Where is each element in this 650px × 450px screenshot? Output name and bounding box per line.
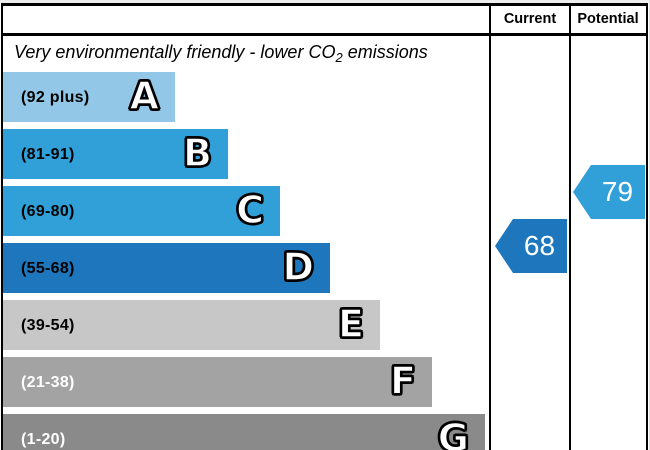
band-letter: B bbox=[182, 131, 212, 176]
chart-title-suffix: emissions bbox=[342, 42, 428, 62]
band-e: (39-54) E bbox=[3, 300, 380, 350]
band-d: (55-68) D bbox=[3, 243, 330, 293]
potential-value: 79 bbox=[601, 176, 634, 207]
potential-column-header: Potential bbox=[577, 11, 639, 27]
band-range-label: (21-38) bbox=[21, 374, 75, 391]
band-g: (1-20) G bbox=[3, 414, 485, 450]
band-range-label: (81-91) bbox=[21, 146, 75, 163]
band-b: (81-91) B bbox=[3, 129, 228, 179]
band-range-label: (55-68) bbox=[21, 260, 75, 277]
current-column-line bbox=[489, 3, 492, 450]
band-range-label: (69-80) bbox=[21, 203, 75, 220]
current-column-header: Current bbox=[503, 11, 557, 27]
potential-marker-arrow: 79 bbox=[573, 165, 645, 219]
current-marker-arrow: 68 bbox=[495, 219, 567, 273]
band-letter: A bbox=[129, 74, 160, 119]
chart-title: Very environmentally friendly - lower CO… bbox=[14, 42, 484, 65]
current-value: 68 bbox=[523, 230, 556, 261]
table-left-border bbox=[0, 3, 3, 450]
potential-column-line bbox=[569, 3, 572, 450]
band-letter: C bbox=[235, 188, 264, 233]
header-separator-line bbox=[1, 33, 648, 36]
chart-title-subscript: 2 bbox=[335, 50, 343, 65]
band-range-label: (92 plus) bbox=[21, 89, 90, 106]
band-a: (92 plus) A bbox=[3, 72, 175, 122]
band-f: (21-38) F bbox=[3, 357, 432, 407]
band-c: (69-80) C bbox=[3, 186, 280, 236]
table-right-border bbox=[645, 3, 648, 450]
table-top-border bbox=[1, 3, 648, 6]
band-range-label: (39-54) bbox=[21, 317, 75, 334]
screenshot-top-edge bbox=[0, 0, 650, 3]
chart-title-text: Very environmentally friendly - lower CO bbox=[14, 42, 336, 62]
band-letter: G bbox=[437, 416, 470, 450]
band-letter: F bbox=[389, 359, 416, 404]
band-letter: D bbox=[282, 245, 315, 290]
band-letter: E bbox=[337, 302, 364, 347]
band-range-label: (1-20) bbox=[21, 431, 66, 448]
